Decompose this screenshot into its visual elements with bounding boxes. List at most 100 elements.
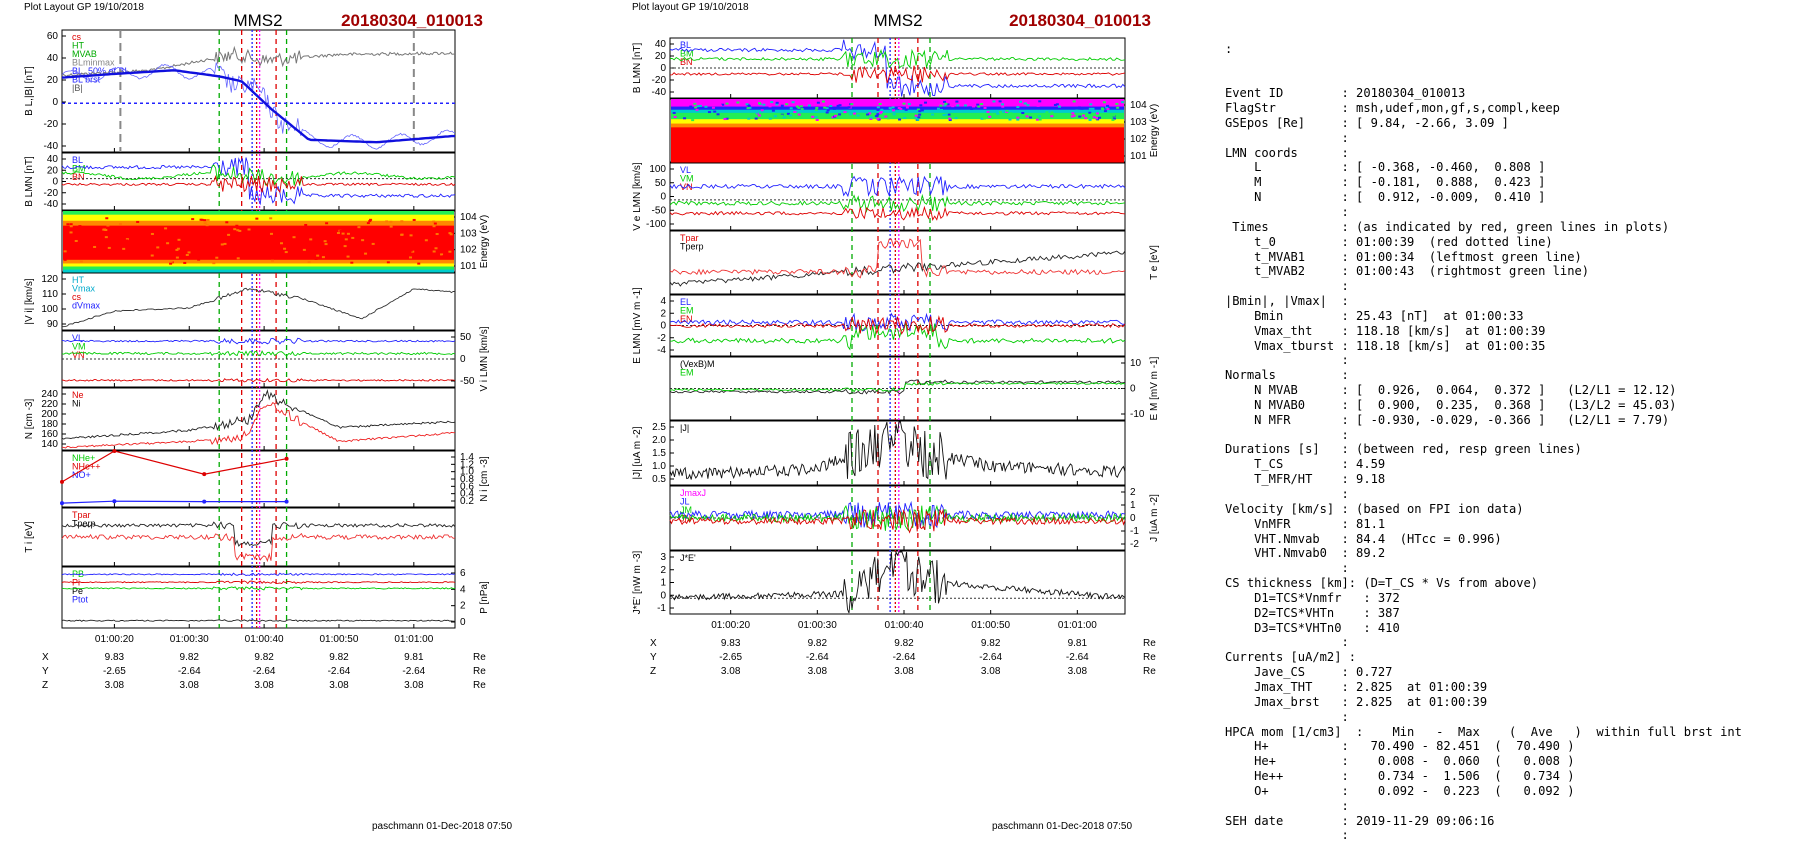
spectrogram-speck	[1088, 111, 1092, 114]
spectrogram-speck	[1077, 106, 1081, 109]
ptot-series	[61, 572, 456, 577]
he-plus-plus-series	[61, 450, 287, 483]
spectrogram-speck	[150, 232, 154, 235]
spectrogram-speck	[836, 104, 840, 107]
y-tick-label: 50	[655, 178, 667, 189]
spectrogram-speck	[1016, 118, 1020, 121]
spectrogram-speck	[197, 258, 201, 261]
y-tick-label: 4	[460, 584, 466, 595]
y-tick-label: 102	[460, 245, 477, 256]
spectrogram-speck	[272, 232, 276, 235]
info-line: GSEpos [Re] : [ 9.84, -2.66, 3.09 ]	[1225, 115, 1509, 130]
legend-entry: VN	[72, 350, 85, 360]
spectrogram-speck	[432, 250, 436, 253]
legend-entry: cs	[72, 32, 82, 42]
y-tick-label: 90	[47, 319, 59, 330]
vm-series	[61, 350, 456, 357]
info-line: :	[1225, 279, 1349, 294]
legend-entry: |J|	[680, 423, 689, 433]
spectrogram-speck	[371, 242, 375, 245]
spectrogram-band	[671, 99, 1124, 108]
spectrogram-speck	[689, 105, 693, 108]
y-tick-label: 3	[660, 552, 666, 563]
spectrogram-speck	[745, 103, 749, 106]
spectrogram-speck	[69, 223, 73, 226]
y-tick-label: 2	[660, 308, 666, 319]
spectrogram-speck	[324, 243, 328, 246]
spectrogram-speck	[422, 229, 426, 232]
spectrogram-speck	[427, 226, 431, 229]
spectrogram-speck	[1090, 112, 1094, 115]
spectrogram-speck	[917, 116, 921, 119]
spectrogram-speck	[986, 110, 990, 113]
spectrogram-speck	[317, 247, 321, 250]
panel-frame	[61, 387, 456, 451]
y-tick-label: 40	[655, 39, 667, 50]
spectrogram-speck	[955, 100, 959, 103]
position-value: 9.81	[1068, 638, 1088, 649]
x-tick-label: 01:00:50	[971, 620, 1010, 631]
spectrogram-speck	[415, 226, 419, 229]
spectrogram-speck	[371, 251, 375, 254]
spectrogram-speck	[361, 229, 365, 232]
spectrogram-speck	[1072, 114, 1076, 117]
spectrogram-speck	[691, 119, 695, 122]
spectrogram-speck	[853, 112, 857, 115]
spectrogram-speck	[904, 108, 908, 111]
y-tick-label: -4	[657, 345, 666, 356]
spectrogram-speck	[166, 242, 170, 245]
info-line: D1=TCS*Vnmfr : 372	[1225, 590, 1400, 605]
spectrogram-speck	[1025, 115, 1029, 118]
spectrogram-speck	[1050, 111, 1054, 114]
spectrogram-speck	[696, 105, 700, 108]
y-tick-label: 20	[47, 75, 59, 86]
spectrogram-speck	[1106, 108, 1110, 111]
spectrogram-speck	[998, 100, 1002, 103]
y-axis-label: V e LMN [km/s]	[632, 162, 643, 231]
panel-frame	[61, 450, 456, 508]
spectrogram-speck	[878, 112, 882, 115]
spectrogram-speck	[337, 249, 341, 252]
spectrogram-speck	[936, 107, 940, 110]
y-axis-label: V i LMN [km/s]	[479, 326, 490, 391]
spectrogram-speck	[711, 106, 715, 109]
y-tick-label: 0	[660, 590, 666, 601]
spectrogram-speck	[339, 229, 343, 232]
spectrogram-speck	[754, 117, 758, 120]
spectrogram-speck	[1084, 117, 1088, 120]
position-unit: Re	[473, 666, 486, 677]
position-value: 3.08	[894, 666, 914, 677]
spectrogram-speck	[980, 117, 984, 120]
spectrogram-speck	[799, 105, 803, 108]
info-line: N MVAB0 : [ 0.900, 0.235, 0.368 ] (L3/L2…	[1225, 397, 1677, 412]
legend-entry: BL, 50% of BL	[72, 66, 130, 76]
y-tick-label: 1.5	[652, 448, 666, 459]
y-axis-label: |V i| [km/s]	[24, 278, 35, 325]
y-tick-label: -40	[44, 199, 59, 210]
spectrogram-speck	[183, 261, 187, 264]
spectrogram-speck	[683, 117, 687, 120]
panel-frame	[61, 29, 456, 153]
spectrogram-speck	[238, 229, 242, 232]
spectrogram-speck	[698, 104, 702, 107]
spectrogram-speck	[721, 115, 725, 118]
info-line: L : [ -0.368, -0.460, 0.808 ]	[1225, 160, 1546, 175]
spectrogram-speck	[826, 116, 830, 119]
spectrogram-speck	[269, 232, 273, 235]
info-line: T_CS : 4.59	[1225, 457, 1386, 472]
spectrogram-speck	[943, 104, 947, 107]
info-line: HPCA mom [1/cm3] : Min - Max ( Ave ) wit…	[1225, 724, 1742, 739]
spectrogram-speck	[448, 250, 452, 253]
y-tick-label: 104	[460, 212, 477, 223]
y-tick-label: -100	[646, 219, 666, 230]
legend-entry: JmaxJ	[680, 488, 706, 498]
spectrogram-speck	[758, 102, 762, 105]
spectrogram-speck	[361, 239, 365, 242]
legend-entry: BN	[680, 57, 693, 67]
spectrogram-speck	[78, 225, 82, 228]
info-line: D3=TCS*VHTn0 : 410	[1225, 620, 1400, 635]
legend-entry: NHe+	[72, 453, 95, 463]
bm-series	[61, 164, 456, 186]
spectrogram-speck	[870, 100, 874, 103]
spectrogram-speck	[389, 220, 393, 223]
